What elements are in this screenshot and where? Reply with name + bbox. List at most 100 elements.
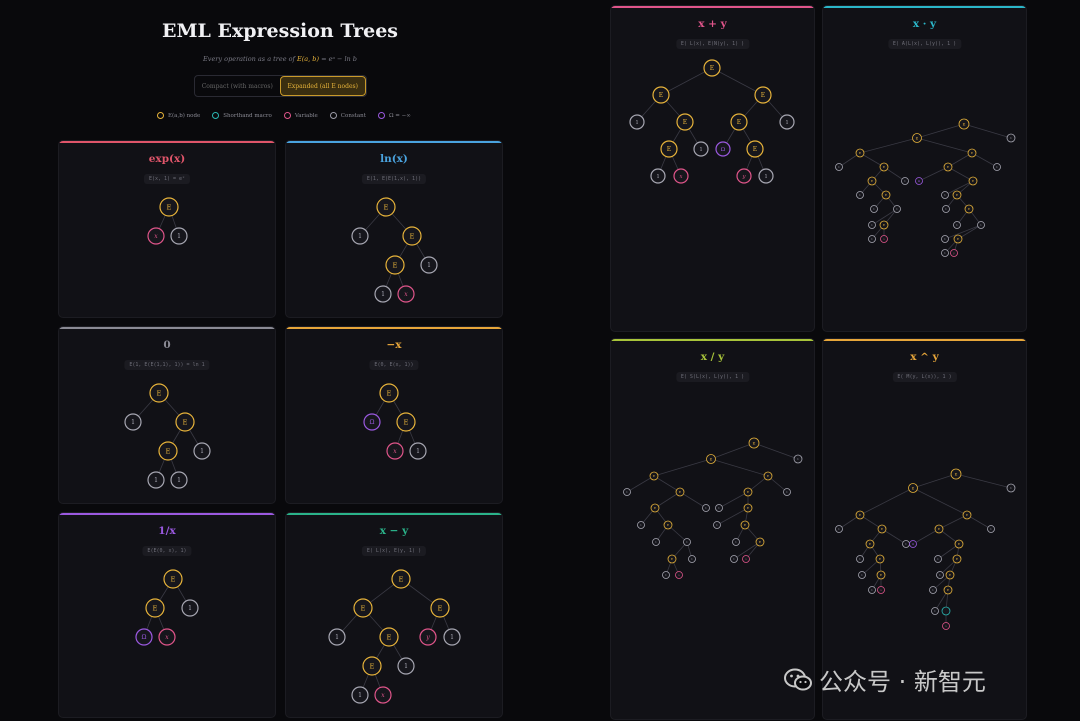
svg-text:1: 1 — [934, 609, 936, 613]
tree-node-variable: x — [675, 571, 683, 579]
svg-text:E: E — [869, 542, 871, 546]
tree-node-variable: x — [147, 227, 165, 245]
tree-edge — [859, 487, 914, 516]
legend-label: E(a,b) node — [168, 112, 201, 119]
tree-node-e: E — [402, 226, 422, 246]
card-title: 0 — [163, 339, 171, 351]
tree-node-constant: 1 — [856, 191, 864, 199]
card-accent-line — [59, 513, 275, 515]
svg-text:x: x — [393, 448, 397, 455]
svg-text:Ω: Ω — [721, 147, 726, 153]
svg-text:E: E — [710, 65, 714, 72]
tree-diagram: E Ω Ex 1 — [363, 383, 427, 460]
tree-diagram: Ex 1 — [147, 197, 188, 245]
subtitle-formula: E(a, b) — [297, 55, 320, 63]
svg-text:E: E — [183, 419, 188, 427]
tree-node-constant: 1 — [193, 442, 211, 460]
svg-text:1: 1 — [177, 233, 181, 240]
toggle-compact[interactable]: Compact (with macros) — [201, 82, 273, 90]
tree-node-constant: 1 — [793, 454, 803, 464]
svg-text:1: 1 — [859, 193, 861, 197]
svg-text:1: 1 — [154, 477, 158, 484]
card-formula: E( L(x), E(N(y), 1) ) — [675, 39, 750, 49]
tree-node-e: E — [743, 503, 753, 513]
view-mode-toggle[interactable]: Compact (with macros) Expanded (all E no… — [194, 75, 367, 97]
card-formula: E(E(0, x), 1) — [142, 546, 192, 556]
svg-text:E: E — [737, 119, 741, 126]
tree-edge — [653, 475, 681, 493]
legend-item-variable: Variable — [283, 112, 318, 119]
card-addition[interactable]: x + y E( L(x), E(N(y), 1) ) E E E 1 E E 1 E 1 Ω E 1… — [610, 5, 815, 332]
tree-edge — [944, 224, 982, 240]
svg-text:E: E — [966, 513, 968, 517]
svg-text:1: 1 — [404, 663, 408, 670]
tree-node-constant: 1 — [713, 521, 721, 529]
tree-node-constant: 1 — [147, 471, 165, 489]
svg-text:1: 1 — [358, 692, 362, 699]
card-division[interactable]: x / y E( S(L(x), L(y)), 1 ) E E 1 E E 1 E E 1 E 1 1… — [610, 338, 815, 720]
tree-node-constant: 1 — [987, 525, 995, 533]
tree-edge — [660, 67, 713, 96]
tree-node-constant: 1 — [623, 488, 631, 496]
legend-label: Constant — [340, 112, 366, 119]
tree-node-e: E — [149, 383, 169, 403]
svg-text:E: E — [410, 233, 415, 241]
svg-text:1: 1 — [1010, 136, 1012, 140]
tree-edge — [938, 514, 968, 530]
svg-text:x: x — [381, 692, 385, 699]
svg-text:x: x — [880, 589, 882, 592]
tree-node-constant: 1 — [1006, 483, 1016, 493]
svg-text:E: E — [972, 179, 974, 183]
svg-text:E: E — [683, 119, 687, 126]
tree-edge — [871, 208, 898, 226]
svg-text:1: 1 — [939, 573, 941, 577]
card-ln[interactable]: ln(x) E(1, E(E(1,x), 1)) E 1 E E 1 1 x — [285, 140, 503, 318]
card-title: x − y — [379, 525, 409, 537]
svg-text:E: E — [881, 527, 883, 531]
svg-text:Ω: Ω — [918, 179, 920, 183]
tree-node-e: E — [740, 520, 750, 530]
svg-text:1: 1 — [640, 523, 642, 527]
svg-text:1: 1 — [838, 527, 840, 531]
tree-node-e: E — [952, 554, 962, 564]
card-accent-line — [286, 327, 502, 329]
tree-edge — [753, 442, 799, 460]
card-formula: E(0, E(x, 1)) — [369, 360, 419, 370]
tree-edge — [944, 180, 974, 196]
tree-node-e: E — [867, 176, 877, 186]
tree-node-constant: 1 — [420, 256, 438, 274]
tree-edge — [710, 442, 755, 460]
svg-text:E: E — [761, 92, 765, 99]
tree-node-variable: x — [397, 285, 415, 303]
tree-node-e: E — [855, 510, 865, 520]
tree-node-e: E — [159, 197, 179, 217]
tree-node-e: E — [706, 454, 716, 464]
svg-text:E: E — [759, 540, 761, 544]
svg-text:E: E — [171, 576, 176, 584]
svg-text:x: x — [945, 625, 947, 628]
tree-diagram: E E 1 E E 1 E E 1 E 1 Ω E 1 E 1 E 1 E 1 E 1 x 1 E 1 x — [835, 468, 1016, 630]
toggle-expanded[interactable]: Expanded (all E nodes) — [279, 76, 366, 96]
tree-diagram: E E 1 Ω x — [135, 569, 199, 646]
card-zero[interactable]: 0 E(1, E(E(1,1), 1)) = ln 1 E 1 E E 1 1 1 — [58, 326, 276, 504]
tree-node-e: E — [912, 133, 922, 143]
card-accent-line — [59, 141, 275, 143]
card-multiplication[interactable]: x · y E( A(L(x), L(y)), 1 ) E E 1 E E 1 E E 1 E 1 Ω… — [822, 5, 1027, 332]
tree-node-constant: 1 — [993, 163, 1001, 171]
card-title: x + y — [698, 18, 727, 30]
svg-text:E: E — [654, 506, 656, 510]
svg-text:1: 1 — [945, 207, 947, 211]
tree-node-e: E — [879, 220, 889, 230]
tree-node-e: E — [396, 412, 416, 432]
tree-diagram: E 1 E E 1 1 x — [351, 197, 438, 303]
tree-edge — [957, 224, 982, 240]
tree-node-e: E — [952, 190, 962, 200]
tree-edge — [963, 123, 1012, 139]
svg-text:1: 1 — [626, 490, 628, 494]
svg-text:y: y — [425, 634, 430, 641]
